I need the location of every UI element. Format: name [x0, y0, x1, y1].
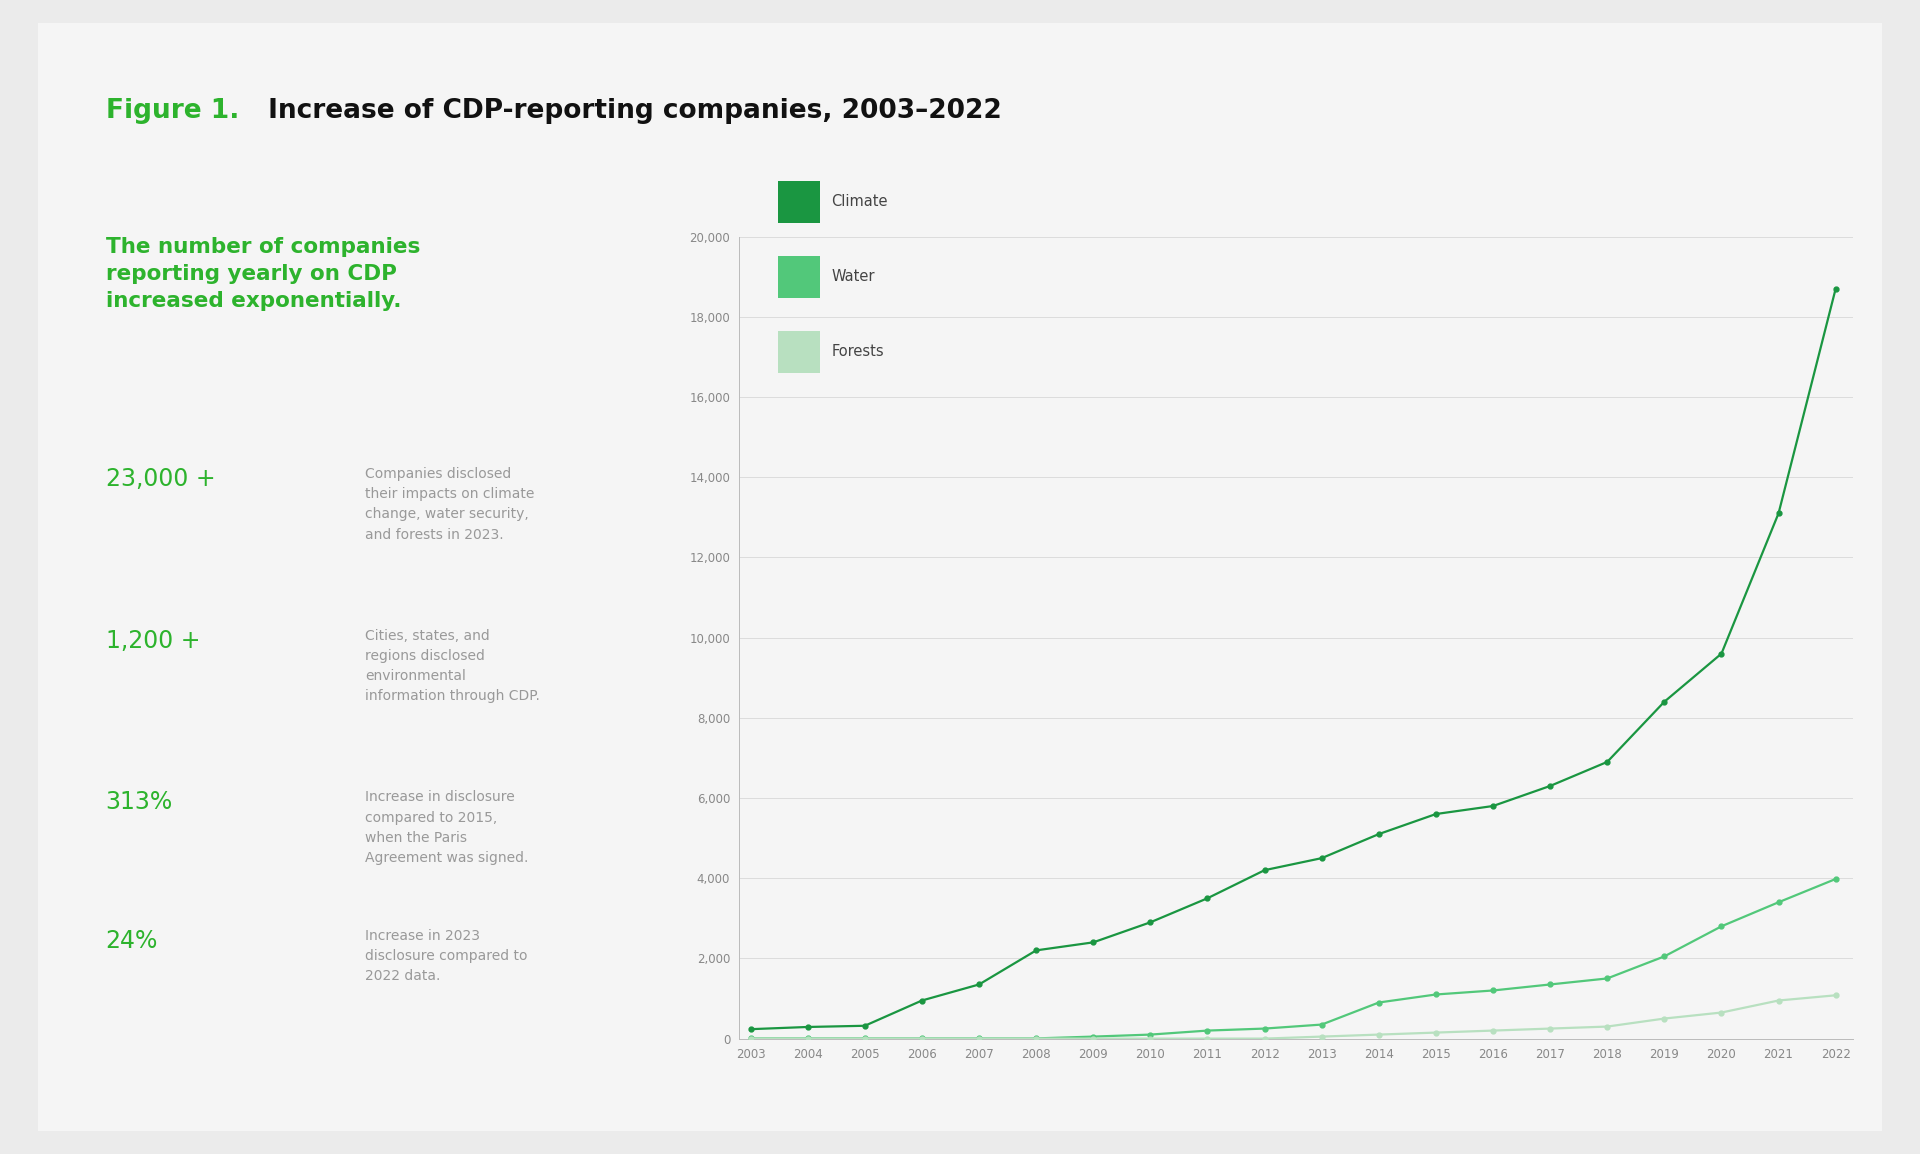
Text: 313%: 313%: [106, 790, 173, 815]
FancyBboxPatch shape: [19, 12, 1901, 1142]
Text: Increase in disclosure
compared to 2015,
when the Paris
Agreement was signed.: Increase in disclosure compared to 2015,…: [365, 790, 528, 864]
Text: Cities, states, and
regions disclosed
environmental
information through CDP.: Cities, states, and regions disclosed en…: [365, 629, 540, 703]
Text: Water: Water: [831, 270, 876, 284]
Text: Companies disclosed
their impacts on climate
change, water security,
and forests: Companies disclosed their impacts on cli…: [365, 467, 534, 541]
Text: Figure 1.: Figure 1.: [106, 98, 238, 125]
Text: Climate: Climate: [831, 195, 887, 209]
Text: Increase of CDP-reporting companies, 2003–2022: Increase of CDP-reporting companies, 200…: [259, 98, 1002, 125]
Text: The number of companies
reporting yearly on CDP
increased exponentially.: The number of companies reporting yearly…: [106, 237, 420, 310]
Text: 1,200 +: 1,200 +: [106, 629, 200, 653]
Text: Forests: Forests: [831, 345, 883, 359]
Text: 24%: 24%: [106, 929, 157, 953]
Text: 23,000 +: 23,000 +: [106, 467, 215, 492]
Text: Increase in 2023
disclosure compared to
2022 data.: Increase in 2023 disclosure compared to …: [365, 929, 528, 983]
